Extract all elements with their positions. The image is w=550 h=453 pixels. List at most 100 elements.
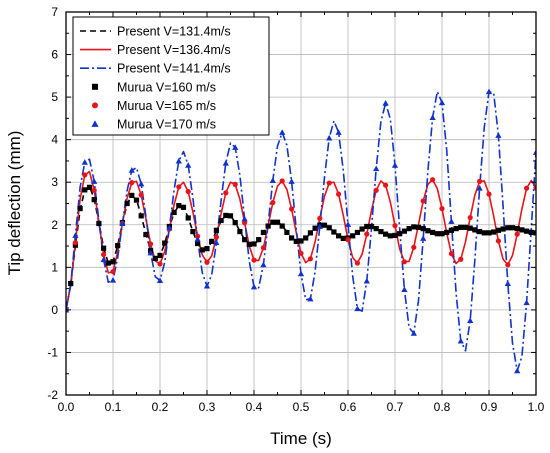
x-tick-label: 0.2 <box>152 400 169 414</box>
data-point-murua-v-160-m-s <box>242 237 248 243</box>
data-point-murua-v-160-m-s <box>387 233 393 239</box>
y-tick-label: 6 <box>51 48 58 62</box>
data-point-murua-v-170-m-s <box>401 286 408 292</box>
data-point-murua-v-160-m-s <box>176 203 182 209</box>
data-point-murua-v-165-m-s <box>439 206 445 212</box>
data-point-murua-v-160-m-s <box>415 224 422 230</box>
data-point-murua-v-160-m-s <box>157 252 163 259</box>
data-point-murua-v-160-m-s <box>227 213 234 219</box>
y-tick-label: -2 <box>47 388 58 402</box>
data-point-murua-v-165-m-s <box>411 244 417 250</box>
data-point-murua-v-160-m-s <box>91 197 97 203</box>
x-tick-label: 0.4 <box>246 400 263 414</box>
data-point-murua-v-160-m-s <box>378 228 384 235</box>
data-point-murua-v-160-m-s <box>129 192 135 199</box>
data-point-murua-v-165-m-s <box>148 241 154 247</box>
data-point-murua-v-160-m-s <box>204 246 210 252</box>
data-point-murua-v-160-m-s <box>524 228 530 234</box>
data-point-murua-v-160-m-s <box>77 206 83 212</box>
data-point-murua-v-160-m-s <box>495 227 501 233</box>
data-point-murua-v-160-m-s <box>368 223 375 230</box>
data-point-murua-v-160-m-s <box>279 223 285 229</box>
data-point-murua-v-165-m-s <box>514 231 520 237</box>
data-point-murua-v-160-m-s <box>307 230 313 236</box>
data-point-murua-v-160-m-s <box>124 200 130 207</box>
data-point-murua-v-160-m-s <box>180 204 187 210</box>
data-point-murua-v-160-m-s <box>298 238 304 244</box>
data-point-murua-v-170-m-s <box>269 177 276 184</box>
data-point-murua-v-160-m-s <box>439 231 445 237</box>
data-point-murua-v-165-m-s <box>289 206 295 212</box>
data-point-murua-v-160-m-s <box>270 219 276 225</box>
data-point-murua-v-160-m-s <box>246 241 252 247</box>
data-point-murua-v-160-m-s <box>105 260 111 266</box>
data-point-murua-v-170-m-s <box>147 249 154 256</box>
y-axis-title: Tip deflection (mm) <box>5 131 24 276</box>
data-point-murua-v-170-m-s <box>363 277 370 284</box>
data-point-murua-v-170-m-s <box>241 215 248 222</box>
data-point-murua-v-160-m-s <box>477 228 483 235</box>
data-point-murua-v-165-m-s <box>486 191 492 197</box>
data-point-murua-v-160-m-s <box>500 226 506 232</box>
data-point-murua-v-165-m-s <box>495 238 501 244</box>
data-point-murua-v-160-m-s <box>420 226 426 232</box>
data-point-murua-v-165-m-s <box>110 268 116 275</box>
data-point-murua-v-160-m-s <box>528 229 534 236</box>
legend-label-present-v-141-4m-s: Present V=141.4m/s <box>117 62 231 76</box>
data-point-murua-v-170-m-s <box>250 283 258 290</box>
data-point-murua-v-170-m-s <box>100 256 107 263</box>
data-point-murua-v-170-m-s <box>297 270 305 277</box>
data-point-murua-v-165-m-s <box>91 187 97 193</box>
data-point-murua-v-165-m-s <box>204 259 210 265</box>
data-point-murua-v-170-m-s <box>109 276 117 283</box>
data-point-murua-v-170-m-s <box>523 299 530 306</box>
y-tick-label: -1 <box>47 345 58 359</box>
data-point-murua-v-160-m-s <box>110 259 116 265</box>
data-point-murua-v-160-m-s <box>171 209 177 216</box>
data-point-murua-v-160-m-s <box>392 232 398 239</box>
data-point-murua-v-170-m-s <box>194 236 201 242</box>
data-point-murua-v-160-m-s <box>401 228 407 234</box>
x-tick-label: 0.6 <box>340 400 357 414</box>
data-point-murua-v-165-m-s <box>524 185 530 191</box>
data-point-murua-v-160-m-s <box>397 231 403 237</box>
data-point-murua-v-165-m-s <box>270 200 276 206</box>
data-point-murua-v-160-m-s <box>68 280 74 287</box>
data-point-murua-v-160-m-s <box>373 226 379 232</box>
data-point-murua-v-165-m-s <box>364 231 370 237</box>
x-tick-labels: 0.0 0.1 0.2 0.3 0.4 0.5 0.6 0.7 0.8 0.9 1.0 <box>58 400 545 414</box>
data-point-murua-v-160-m-s <box>96 220 102 227</box>
data-point-murua-v-170-m-s <box>175 157 182 164</box>
x-tick-label: 0.0 <box>58 400 75 414</box>
data-point-murua-v-170-m-s <box>485 88 493 95</box>
x-tick-label: 0.8 <box>434 400 451 414</box>
data-point-murua-v-160-m-s <box>448 227 454 233</box>
data-point-murua-v-165-m-s <box>138 192 144 198</box>
data-point-murua-v-160-m-s <box>519 227 525 233</box>
y-tick-label: 1 <box>51 260 58 274</box>
legend-box <box>72 16 270 136</box>
legend-label-murua-v-170-m-s: Murua V=170 m/s <box>117 118 216 132</box>
data-point-murua-v-165-m-s <box>317 215 323 221</box>
data-point-murua-v-160-m-s <box>152 255 158 261</box>
data-point-murua-v-170-m-s <box>156 277 164 284</box>
data-point-murua-v-170-m-s <box>288 178 295 184</box>
data-point-murua-v-160-m-s <box>326 225 332 231</box>
data-point-murua-v-160-m-s <box>462 224 469 230</box>
data-point-murua-v-165-m-s <box>82 172 88 178</box>
data-point-murua-v-160-m-s <box>411 224 417 230</box>
data-point-murua-v-160-m-s <box>101 245 107 251</box>
data-point-murua-v-160-m-s <box>453 226 459 232</box>
data-point-murua-v-160-m-s <box>237 228 243 235</box>
data-point-murua-v-170-m-s <box>307 295 314 302</box>
data-point-murua-v-170-m-s <box>457 337 464 344</box>
data-point-murua-v-160-m-s <box>82 187 88 193</box>
y-tick-label: 4 <box>51 133 58 147</box>
data-point-murua-v-170-m-s <box>316 223 323 229</box>
data-point-murua-v-160-m-s <box>406 226 412 232</box>
data-point-murua-v-165-m-s <box>185 188 191 195</box>
data-point-murua-v-170-m-s <box>326 134 333 141</box>
data-point-murua-v-160-m-s <box>115 243 121 249</box>
data-point-murua-v-165-m-s <box>336 191 342 197</box>
legend-label-murua-v-165-m-s: Murua V=165 m/s <box>117 99 216 113</box>
